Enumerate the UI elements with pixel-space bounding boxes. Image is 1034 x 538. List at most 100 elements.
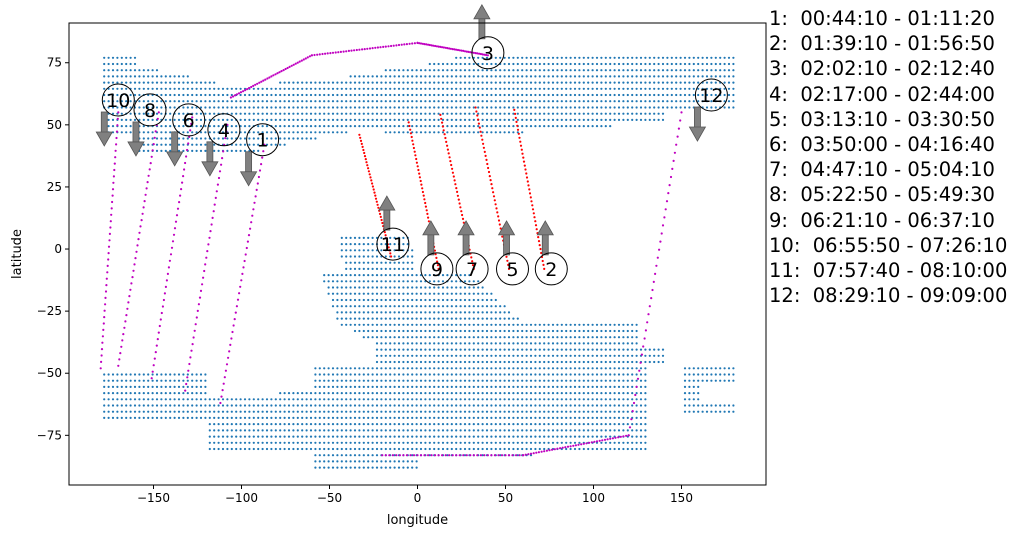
ground-dot bbox=[565, 125, 568, 128]
ground-dot bbox=[274, 429, 277, 432]
ground-dot bbox=[463, 373, 467, 376]
ground-dot bbox=[433, 298, 436, 302]
ground-dot bbox=[261, 131, 264, 134]
ground-dot bbox=[349, 261, 352, 264]
ground-dot bbox=[582, 392, 585, 395]
ground-dot bbox=[617, 81, 621, 84]
ground-dot bbox=[151, 100, 154, 103]
ground-dot bbox=[613, 56, 616, 59]
ground-dot bbox=[648, 62, 651, 66]
ground-dot bbox=[345, 249, 348, 252]
ground-dot bbox=[415, 87, 418, 90]
track-point-4 bbox=[184, 389, 187, 392]
ground-dot bbox=[543, 87, 546, 90]
track-point-8 bbox=[139, 225, 142, 228]
ground-dot bbox=[133, 373, 137, 376]
ground-dot bbox=[617, 392, 621, 395]
ground-dot bbox=[450, 106, 453, 109]
track-point-3 bbox=[266, 77, 269, 80]
ground-dot bbox=[631, 447, 634, 451]
ground-dot bbox=[116, 100, 119, 103]
ground-dot bbox=[397, 441, 401, 444]
ground-dot bbox=[648, 87, 651, 90]
ground-dot bbox=[151, 398, 154, 401]
ground-dot bbox=[547, 354, 550, 357]
ground-dot bbox=[208, 93, 211, 97]
ground-dot bbox=[732, 379, 735, 382]
ground-dot bbox=[639, 112, 643, 115]
ground-dot bbox=[424, 112, 427, 115]
ground-dot bbox=[199, 404, 203, 407]
ground-dot bbox=[221, 118, 225, 121]
ground-dot bbox=[186, 81, 189, 84]
ground-dot bbox=[411, 255, 414, 258]
ground-dot bbox=[428, 81, 431, 84]
ground-dot bbox=[714, 81, 717, 84]
ground-dot bbox=[424, 81, 427, 84]
ground-dot bbox=[402, 416, 405, 419]
ground-dot bbox=[358, 267, 361, 270]
ground-dot bbox=[626, 323, 629, 326]
ground-dot bbox=[521, 429, 524, 432]
ground-dot bbox=[397, 131, 401, 134]
ground-dot bbox=[631, 429, 634, 432]
ground-dot bbox=[111, 398, 115, 401]
ground-dot bbox=[419, 81, 423, 84]
ground-dot bbox=[340, 454, 343, 457]
ground-dot bbox=[318, 441, 321, 444]
legend-entry: 11: 07:57:40 - 08:10:00 bbox=[769, 258, 1008, 282]
track-point-8 bbox=[121, 339, 124, 342]
ground-dot bbox=[459, 348, 462, 351]
ground-dot bbox=[543, 69, 546, 72]
track-point-7 bbox=[445, 140, 448, 143]
ground-dot bbox=[367, 243, 370, 246]
track-point-2 bbox=[523, 164, 526, 167]
ground-dot bbox=[199, 379, 203, 382]
ground-dot bbox=[578, 100, 581, 103]
ground-dot bbox=[503, 75, 506, 78]
ground-dot bbox=[411, 423, 414, 426]
ground-dot bbox=[353, 441, 357, 444]
ground-dot bbox=[230, 416, 233, 419]
ground-dot bbox=[595, 93, 599, 97]
ground-dot bbox=[371, 280, 374, 283]
ground-dot bbox=[569, 392, 572, 395]
ground-dot bbox=[292, 137, 295, 140]
ground-dot bbox=[345, 93, 348, 97]
track-point-12 bbox=[522, 454, 525, 457]
track-point-12 bbox=[444, 454, 447, 457]
track-point-11 bbox=[381, 221, 384, 225]
ground-dot bbox=[345, 447, 348, 451]
track-point-9 bbox=[410, 135, 413, 139]
ground-dot bbox=[446, 447, 449, 451]
track-point-3 bbox=[439, 45, 442, 49]
track-point-6 bbox=[167, 266, 170, 269]
ground-dot bbox=[415, 81, 418, 84]
ground-dot bbox=[538, 416, 541, 419]
ground-dot bbox=[160, 81, 163, 84]
ground-dot bbox=[411, 466, 414, 469]
ground-dot bbox=[657, 118, 660, 121]
ground-dot bbox=[481, 106, 484, 109]
ground-dot bbox=[446, 286, 449, 289]
ground-dot bbox=[327, 392, 330, 395]
ground-dot bbox=[393, 286, 396, 289]
ground-dot bbox=[543, 75, 546, 78]
ground-dot bbox=[582, 360, 585, 364]
track-point-7 bbox=[471, 264, 475, 267]
ground-dot bbox=[639, 385, 643, 388]
ground-dot bbox=[305, 93, 308, 97]
ground-dot bbox=[125, 75, 128, 78]
ground-dot bbox=[389, 305, 392, 308]
ground-dot bbox=[503, 373, 506, 376]
ground-dot bbox=[551, 81, 555, 84]
marker-label: 9 bbox=[431, 259, 443, 281]
ground-dot bbox=[393, 392, 396, 395]
ground-dot bbox=[494, 348, 497, 351]
ground-dot bbox=[450, 81, 453, 84]
ground-dot bbox=[463, 360, 467, 364]
track-point-9 bbox=[414, 154, 417, 157]
ground-dot bbox=[534, 423, 537, 426]
track-point-6 bbox=[151, 370, 154, 373]
ground-dot bbox=[103, 373, 106, 376]
